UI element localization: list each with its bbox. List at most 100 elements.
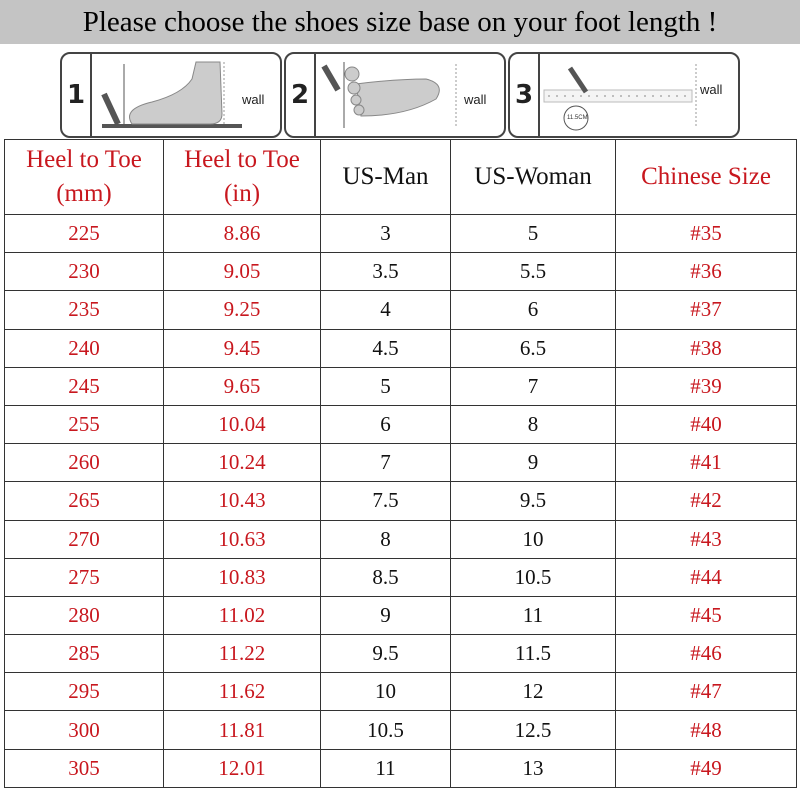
cell-chinese-size: #42	[615, 481, 797, 521]
table-row: 230 9.05 3.5 5.5 #36	[4, 252, 797, 292]
table-row: 295 11.62 10 12 #47	[4, 672, 797, 712]
step-3-panel: 3 11.5CM wall	[508, 52, 740, 138]
cell-chinese-size: #43	[615, 519, 797, 559]
cell-us-woman: 10	[450, 519, 616, 559]
cell-us-man: 5	[320, 366, 451, 406]
header-chinese-size: Chinese Size	[615, 139, 797, 215]
cell-in: 11.02	[163, 595, 321, 636]
cell-in: 9.65	[163, 366, 321, 406]
cell-chinese-size: #41	[615, 443, 797, 483]
cell-chinese-size: #39	[615, 366, 797, 406]
cell-us-woman: 11.5	[450, 634, 616, 674]
cell-us-man: 3.5	[320, 252, 451, 292]
cell-in: 11.81	[163, 710, 321, 750]
cell-in: 11.62	[163, 672, 321, 712]
cell-in: 10.24	[163, 443, 321, 483]
cell-us-woman: 6	[450, 290, 616, 330]
foot-side-icon	[101, 61, 242, 128]
header-row: Heel to Toe (mm) Heel to Toe (in) US-Man U…	[4, 139, 797, 215]
cell-us-woman: 5.5	[450, 252, 616, 292]
table-row: 240 9.45 4.5 6.5 #38	[4, 328, 797, 368]
cell-us-woman: 10.5	[450, 557, 616, 597]
header-heel-toe-in: Heel to Toe (in)	[163, 139, 321, 215]
wall-label: wall	[242, 92, 265, 107]
cell-mm: 280	[4, 595, 164, 636]
table-row: 285 11.22 9.5 11.5 #46	[4, 634, 797, 674]
measurement-steps: 1 wall 2 wall 3	[60, 52, 740, 138]
cell-chinese-size: #49	[615, 748, 797, 788]
cell-mm: 260	[4, 443, 164, 483]
cell-us-woman: 13	[450, 748, 616, 788]
cell-us-woman: 12.5	[450, 710, 616, 750]
cell-mm: 285	[4, 634, 164, 674]
wall-label: wall	[464, 92, 487, 107]
cell-chinese-size: #44	[615, 557, 797, 597]
table-row: 270 10.63 8 10 #43	[4, 519, 797, 559]
cell-mm: 295	[4, 672, 164, 712]
cell-us-woman: 9	[450, 443, 616, 483]
cell-us-man: 9	[320, 595, 451, 636]
cell-mm: 230	[4, 252, 164, 292]
table-row: 225 8.86 3 5 #35	[4, 213, 797, 254]
cell-us-man: 7	[320, 443, 451, 483]
cell-in: 11.22	[163, 634, 321, 674]
cell-chinese-size: #37	[615, 290, 797, 330]
cell-us-man: 7.5	[320, 481, 451, 521]
table-row: 260 10.24 7 9 #41	[4, 443, 797, 483]
header-heel-toe-mm: Heel to Toe (mm)	[4, 139, 164, 215]
cell-chinese-size: #46	[615, 634, 797, 674]
cell-us-woman: 7	[450, 366, 616, 406]
foot-top-icon	[321, 62, 457, 128]
cell-mm: 270	[4, 519, 164, 559]
cell-chinese-size: #35	[615, 213, 797, 254]
table-row: 280 11.02 9 11 #45	[4, 595, 797, 636]
ruler-label: 11.5CM	[567, 115, 588, 121]
cell-us-man: 4	[320, 290, 451, 330]
cell-mm: 300	[4, 710, 164, 750]
cell-us-man: 8.5	[320, 557, 451, 597]
cell-us-woman: 12	[450, 672, 616, 712]
cell-in: 8.86	[163, 213, 321, 254]
cell-us-man: 10	[320, 672, 451, 712]
cell-in: 10.63	[163, 519, 321, 559]
cell-us-man: 11	[320, 748, 451, 788]
step-number: 2	[286, 54, 316, 136]
cell-us-man: 3	[320, 213, 451, 254]
cell-chinese-size: #48	[615, 710, 797, 750]
cell-mm: 305	[4, 748, 164, 788]
cell-mm: 275	[4, 557, 164, 597]
ruler-icon	[543, 64, 697, 131]
cell-us-man: 6	[320, 404, 451, 445]
cell-in: 9.45	[163, 328, 321, 368]
cell-mm: 255	[4, 404, 164, 445]
step-number: 3	[510, 54, 540, 136]
cell-mm: 240	[4, 328, 164, 368]
cell-chinese-size: #40	[615, 404, 797, 445]
header-us-man: US-Man	[320, 139, 451, 215]
table-row: 235 9.25 4 6 #37	[4, 290, 797, 330]
cell-in: 10.83	[163, 557, 321, 597]
page-title: Please choose the shoes size base on you…	[0, 0, 800, 44]
wall-label: wall	[700, 82, 723, 97]
cell-mm: 245	[4, 366, 164, 406]
cell-mm: 225	[4, 213, 164, 254]
table-row: 305 12.01 11 13 #49	[4, 748, 797, 788]
step-2-panel: 2 wall	[284, 52, 506, 138]
cell-in: 12.01	[163, 748, 321, 788]
cell-mm: 265	[4, 481, 164, 521]
cell-mm: 235	[4, 290, 164, 330]
cell-chinese-size: #36	[615, 252, 797, 292]
cell-in: 9.05	[163, 252, 321, 292]
cell-chinese-size: #38	[615, 328, 797, 368]
step-number: 1	[62, 54, 92, 136]
size-table: Heel to Toe (mm) Heel to Toe (in) US-Man U…	[4, 139, 797, 788]
cell-in: 10.04	[163, 404, 321, 445]
cell-us-man: 10.5	[320, 710, 451, 750]
table-row: 275 10.83 8.5 10.5 #44	[4, 557, 797, 597]
table-row: 265 10.43 7.5 9.5 #42	[4, 481, 797, 521]
cell-us-woman: 6.5	[450, 328, 616, 368]
table-row: 255 10.04 6 8 #40	[4, 404, 797, 445]
cell-in: 9.25	[163, 290, 321, 330]
cell-us-woman: 8	[450, 404, 616, 445]
cell-us-man: 9.5	[320, 634, 451, 674]
